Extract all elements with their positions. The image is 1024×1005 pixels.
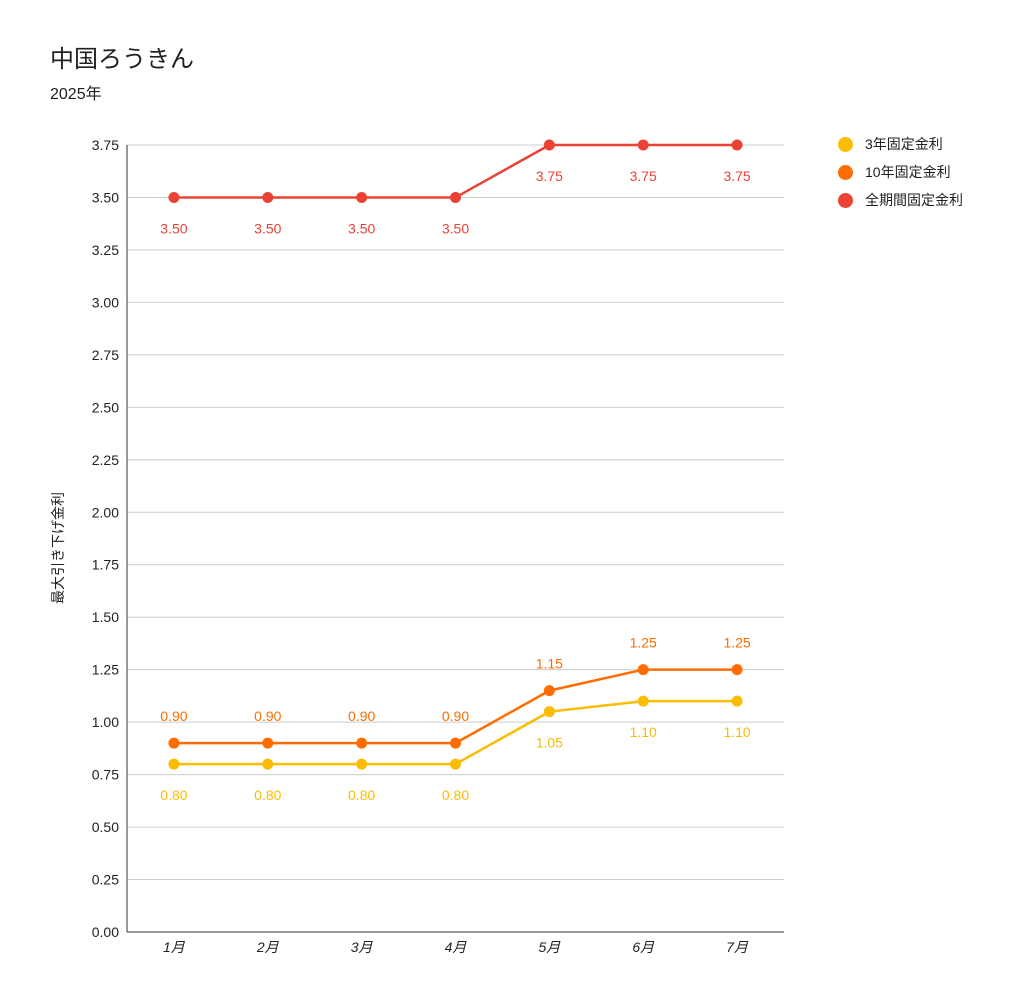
x-tick-label: 5月 [538, 939, 561, 955]
data-label: 1.25 [630, 635, 657, 651]
data-point[interactable] [731, 664, 743, 676]
data-point[interactable] [356, 191, 368, 203]
data-point[interactable] [262, 758, 274, 770]
series-lines [173, 143, 738, 766]
y-tick-label: 1.25 [92, 662, 119, 678]
data-points [168, 139, 743, 770]
data-point[interactable] [450, 737, 461, 749]
data-point[interactable] [543, 139, 555, 151]
data-label: 0.80 [254, 787, 281, 803]
data-label: 3.75 [630, 168, 657, 184]
chart-title: 中国ろうきん [50, 46, 194, 73]
chart-subtitle: 2025年 [50, 86, 102, 103]
y-tick-label: 2.75 [92, 347, 119, 363]
legend-label-10yr: 10年固定金利 [865, 164, 951, 180]
y-axis-title: 最大引き下げ金利 [50, 492, 66, 604]
data-point[interactable] [543, 685, 555, 697]
y-tick-label: 3.75 [92, 137, 119, 153]
data-label: 3.75 [723, 168, 750, 184]
y-tick-label: 3.00 [92, 294, 119, 310]
data-label: 1.10 [723, 724, 750, 740]
y-tick-label: 0.50 [92, 819, 119, 835]
y-tick-label: 2.50 [92, 399, 119, 415]
data-label: 0.90 [254, 708, 281, 724]
y-axis-tick-labels: 0.00 0.25 0.50 0.75 1.00 1.25 1.50 1.75 2.00 2.25… [92, 137, 119, 940]
legend-label-full-term: 全期間固定金利 [865, 192, 963, 208]
y-tick-label: 0.75 [92, 767, 119, 783]
data-label: 1.15 [536, 656, 563, 672]
y-tick-label: 0.00 [92, 924, 119, 940]
data-label: 0.80 [442, 787, 469, 803]
data-labels: 0.80 0.80 0.80 0.80 1.05 1.10 1.10 0.90 0.90 0.90… [160, 168, 751, 803]
data-label: 3.75 [536, 168, 563, 184]
legend-swatch-full-term [838, 192, 853, 208]
data-label: 1.25 [723, 635, 750, 651]
data-point[interactable] [543, 706, 555, 718]
data-label: 0.90 [348, 708, 375, 724]
data-label: 3.50 [442, 220, 469, 236]
data-label: 3.50 [160, 220, 187, 236]
data-point[interactable] [450, 758, 461, 770]
y-tick-label: 2.25 [92, 452, 119, 468]
x-axis-tick-labels: 1月 2月 3月 4月 5月 6月 7月 [163, 939, 749, 955]
y-tick-label: 3.25 [92, 242, 119, 258]
data-point[interactable] [262, 737, 274, 749]
legend-item-10yr[interactable]: 10年固定金利 [838, 163, 1018, 181]
data-label: 1.10 [630, 724, 657, 740]
legend: 3年固定金利 10年固定金利 全期間固定金利 [838, 135, 1018, 219]
data-point[interactable] [262, 191, 274, 203]
y-tick-label: 0.25 [92, 872, 119, 888]
data-point[interactable] [637, 664, 649, 676]
legend-item-full-term[interactable]: 全期間固定金利 [838, 191, 1018, 209]
data-point[interactable] [168, 737, 180, 749]
data-point[interactable] [731, 139, 743, 151]
data-label: 0.80 [348, 787, 375, 803]
data-point[interactable] [356, 737, 368, 749]
legend-swatch-3yr [838, 136, 853, 152]
y-tick-label: 3.50 [92, 189, 119, 205]
data-point[interactable] [356, 758, 368, 770]
data-point[interactable] [168, 758, 180, 770]
data-point[interactable] [637, 695, 649, 707]
y-tick-label: 1.75 [92, 557, 119, 573]
data-point[interactable] [637, 139, 649, 151]
x-tick-label: 2月 [256, 939, 280, 955]
legend-label-3yr: 3年固定金利 [865, 136, 943, 152]
data-point[interactable] [450, 191, 461, 203]
legend-swatch-10yr [838, 164, 853, 180]
x-tick-label: 7月 [726, 939, 749, 955]
y-tick-label: 1.50 [92, 609, 119, 625]
x-tick-label: 3月 [351, 939, 374, 955]
data-label: 3.50 [254, 220, 281, 236]
gridlines [127, 144, 784, 881]
data-point[interactable] [168, 191, 180, 203]
data-label: 0.90 [160, 708, 187, 724]
y-tick-label: 1.00 [92, 714, 119, 730]
x-tick-label: 4月 [445, 939, 468, 955]
legend-item-3yr[interactable]: 3年固定金利 [838, 135, 1018, 153]
x-tick-label: 6月 [632, 939, 655, 955]
data-label: 0.90 [442, 708, 469, 724]
data-label: 0.80 [160, 787, 187, 803]
y-tick-label: 2.00 [92, 504, 119, 520]
axes [126, 145, 784, 933]
x-tick-label: 1月 [163, 939, 186, 955]
data-label: 1.05 [536, 735, 563, 751]
data-point[interactable] [731, 695, 743, 707]
data-label: 3.50 [348, 220, 375, 236]
